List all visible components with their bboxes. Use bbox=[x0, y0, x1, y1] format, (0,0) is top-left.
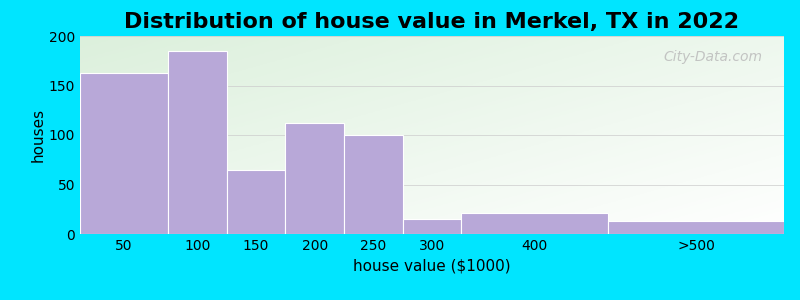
Text: City-Data.com: City-Data.com bbox=[664, 50, 763, 64]
Bar bbox=[286, 123, 344, 234]
Title: Distribution of house value in Merkel, TX in 2022: Distribution of house value in Merkel, T… bbox=[125, 12, 739, 32]
Bar bbox=[608, 221, 784, 234]
Bar bbox=[344, 135, 402, 234]
Bar bbox=[462, 213, 608, 234]
Bar bbox=[168, 51, 226, 234]
Bar bbox=[402, 219, 462, 234]
Bar bbox=[226, 170, 286, 234]
Bar bbox=[80, 73, 168, 234]
Y-axis label: houses: houses bbox=[31, 108, 46, 162]
X-axis label: house value ($1000): house value ($1000) bbox=[353, 258, 511, 273]
